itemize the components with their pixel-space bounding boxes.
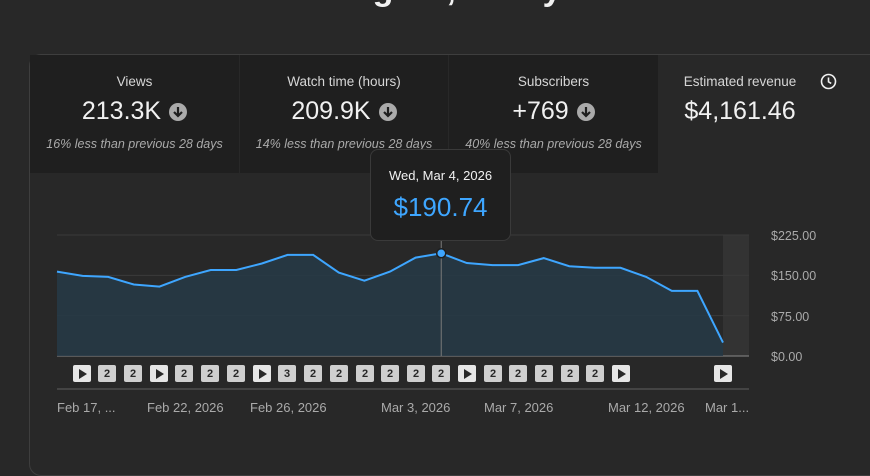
down-arrow-icon [169,102,188,121]
future-shade [723,235,749,356]
metric-label: Views [116,74,153,89]
video-count-marker[interactable]: 2 [330,365,348,382]
metric-value: $4,161.46 [684,97,796,125]
video-count-marker[interactable]: 2 [201,365,219,382]
metric-estimated-revenue[interactable]: Estimated revenue $4,161.46 [659,55,869,173]
y-tick-label: $0.00 [771,350,803,364]
video-count-marker[interactable]: 2 [356,365,374,382]
video-count-marker[interactable]: 2 [124,365,142,382]
hover-point [435,248,447,259]
metric-comparison: 14% less than previous 28 days [255,137,433,151]
metric-comparison: 16% less than previous 28 days [46,137,223,151]
metric-value: 213.3K [81,97,162,125]
video-marker-play-icon[interactable] [714,365,732,382]
video-count-marker[interactable]: 2 [509,365,527,382]
video-count-marker[interactable]: 2 [304,365,322,382]
metric-label: Estimated revenue [683,74,797,89]
page-heading: …ing … , … …y [0,0,870,9]
x-tick-label: Mar 12, 2026 [608,400,685,415]
video-count-marker[interactable]: 2 [381,365,399,382]
video-count-marker[interactable]: 2 [407,365,425,382]
tooltip-date: Wed, Mar 4, 2026 [388,168,493,183]
down-arrow-icon [378,102,397,121]
down-arrow-icon [576,102,595,121]
video-count-marker[interactable]: 2 [432,365,450,382]
metric-comparison: 40% less than previous 28 days [465,137,642,151]
metric-views[interactable]: Views 213.3K 16% less than previous 28 d… [30,55,239,173]
metric-label: Watch time (hours) [287,74,401,89]
x-tick-label: Mar 3, 2026 [381,400,451,415]
x-tick-label: Mar 1... [705,400,750,415]
video-count-marker[interactable]: 2 [227,365,245,382]
y-tick-label: $75.00 [771,310,810,324]
video-marker-play-icon[interactable] [458,365,476,382]
y-tick-label: $225.00 [771,229,817,243]
chart-tooltip: Wed, Mar 4, 2026 $190.74 [370,149,511,241]
y-tick-label: $150.00 [771,269,817,283]
video-count-marker[interactable]: 3 [278,365,296,382]
video-marker-play-icon[interactable] [612,365,630,382]
video-count-marker[interactable]: 2 [586,365,604,382]
x-tick-label: Feb 17, ... [57,400,116,415]
chart-area-fill [57,253,723,356]
metric-label: Subscribers [517,74,590,89]
video-marker-play-icon[interactable] [150,365,168,382]
video-marker-play-icon[interactable] [73,365,91,382]
clock-icon[interactable] [820,73,837,95]
video-count-marker[interactable]: 2 [535,365,553,382]
x-tick-label: Feb 22, 2026 [147,400,224,415]
x-tick-label: Feb 26, 2026 [250,400,327,415]
video-marker-play-icon[interactable] [253,365,271,382]
video-count-marker[interactable]: 2 [561,365,579,382]
x-tick-label: Mar 7, 2026 [484,400,554,415]
metric-value: +769 [512,97,569,125]
tooltip-value: $190.74 [393,192,488,222]
metric-value: 209.9K [291,97,371,125]
video-count-marker[interactable]: 2 [484,365,502,382]
video-count-marker[interactable]: 2 [175,365,193,382]
video-count-marker[interactable]: 2 [98,365,116,382]
chart-series-line [56,252,724,344]
revenue-chart[interactable] [0,0,870,442]
